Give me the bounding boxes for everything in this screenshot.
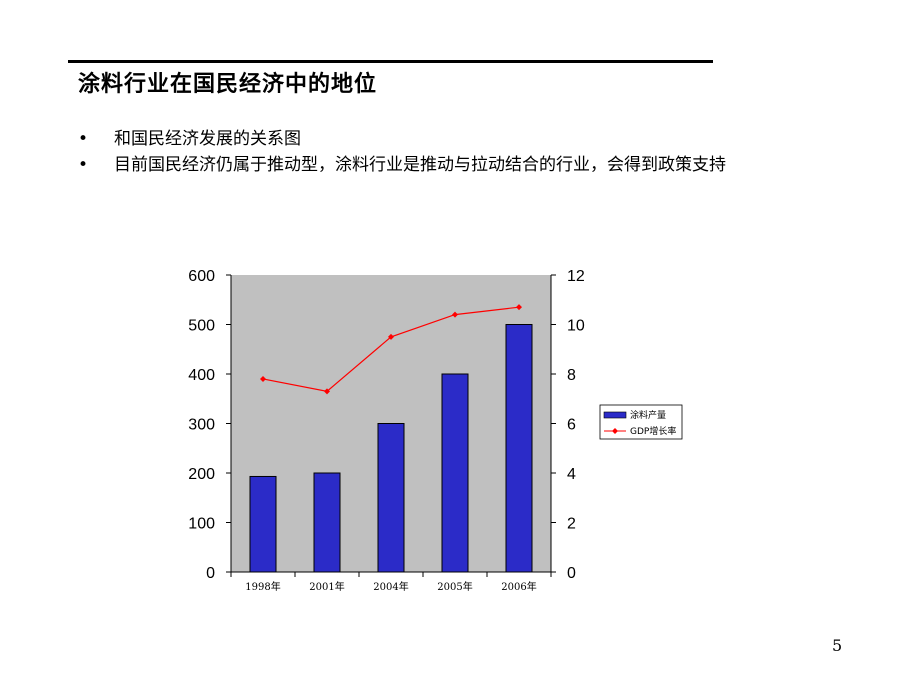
bullet-item: 和国民经济发展的关系图 (78, 126, 838, 152)
legend-label: GDP增长率 (630, 425, 676, 437)
title-rule (68, 60, 713, 63)
right-tick-label: 6 (567, 417, 576, 434)
bar-2001年 (313, 472, 341, 573)
page-number: 5 (832, 636, 843, 655)
bar-2005年 (441, 373, 469, 573)
legend-label: 涂料产量 (630, 409, 666, 421)
gdp-point-2006年 (516, 304, 522, 311)
x-tick-label: 2001年 (309, 580, 344, 593)
legend-swatch-bar (603, 411, 627, 419)
bar-2004年 (377, 423, 405, 573)
x-tick-label: 1998年 (245, 580, 280, 593)
left-tick-label: 100 (188, 516, 215, 533)
left-tick-label: 300 (188, 417, 215, 434)
x-tick-label: 2006年 (501, 580, 536, 593)
x-tick-label: 2005年 (437, 580, 472, 593)
bar-1998年 (249, 475, 277, 573)
legend-box (599, 404, 683, 440)
left-tick-label: 200 (188, 466, 215, 483)
left-tick-label: 500 (188, 318, 215, 335)
right-tick-label: 0 (567, 565, 576, 582)
gdp-point-2004年 (388, 333, 394, 340)
gdp-point-2005年 (452, 311, 458, 318)
left-tick-label: 600 (188, 268, 215, 285)
left-tick-label: 0 (206, 565, 215, 582)
right-tick-label: 4 (567, 466, 576, 483)
right-tick-label: 8 (567, 367, 576, 384)
right-tick-label: 12 (567, 268, 585, 285)
right-tick-label: 2 (567, 516, 576, 533)
bullet-item: 目前国民经济仍属于推动型，涂料行业是推动与拉动结合的行业，会得到政策支持 (78, 152, 838, 178)
left-tick-label: 400 (188, 367, 215, 384)
gdp-point-1998年 (260, 375, 266, 382)
legend-marker (612, 428, 618, 434)
bullet-list: 和国民经济发展的关系图 目前国民经济仍属于推动型，涂料行业是推动与拉动结合的行业… (78, 126, 838, 178)
right-tick-label: 10 (567, 318, 585, 335)
bar-2006年 (505, 324, 533, 573)
gdp-point-2001年 (324, 388, 330, 395)
x-tick-label: 2004年 (373, 580, 408, 593)
slide-title: 涂料行业在国民经济中的地位 (78, 72, 378, 97)
